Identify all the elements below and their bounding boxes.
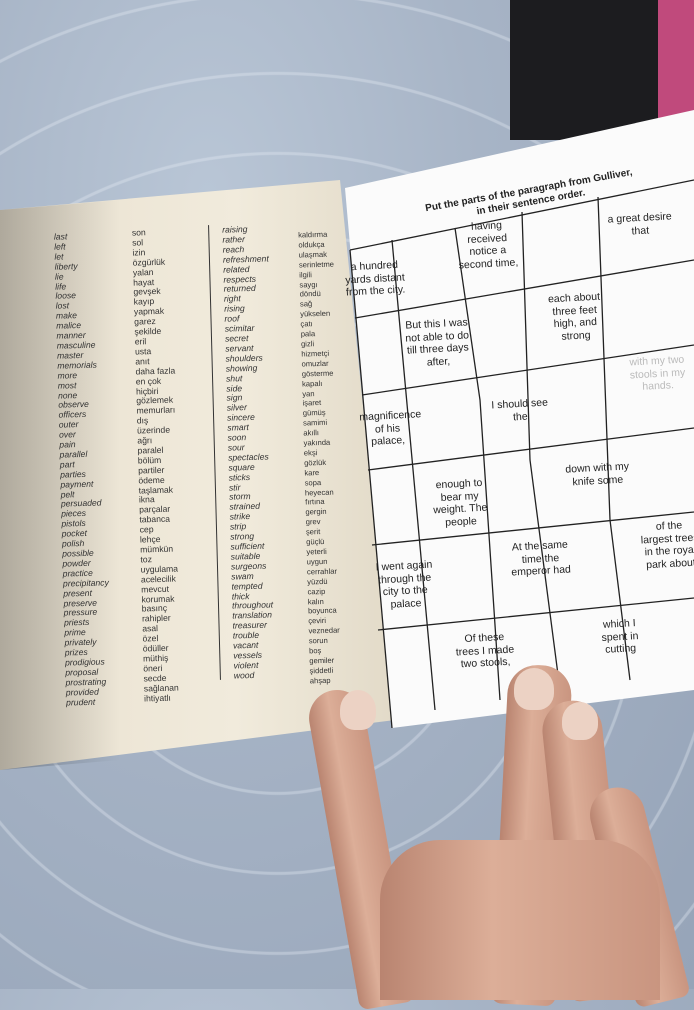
cell-12: I went again through the city to the pal… [375, 558, 433, 611]
cell-7: magnificence of his palace, [359, 408, 422, 448]
cell-13: At the same time the emperor had [511, 538, 572, 579]
cell-10: down with my knife some [565, 460, 630, 488]
cell-4: But this I was not able to do till three… [405, 316, 470, 369]
cell-15: Of these trees I made two stools, [455, 630, 515, 671]
background-book-cover [658, 0, 694, 120]
page-shadow [0, 200, 120, 770]
cell-2: having received notice a second time, [458, 219, 519, 272]
exercise-grid [349, 179, 694, 729]
left-page [0, 180, 395, 770]
cell-9: enough to bear my weight. The people [432, 476, 488, 529]
cell-1: a hundred yards distant from the city. [344, 258, 406, 299]
cell-6: with my two stools in my hands. [629, 353, 686, 393]
cell-3: a great desire that [607, 210, 673, 237]
cell-11: of the largest trees in the royal park a… [640, 519, 694, 571]
cell-14: which I spent in cutting [601, 617, 639, 656]
cell-5: each about three feet high, and strong [547, 290, 601, 343]
right-page [0, 0, 694, 989]
cell-8: I should see the [491, 396, 549, 423]
